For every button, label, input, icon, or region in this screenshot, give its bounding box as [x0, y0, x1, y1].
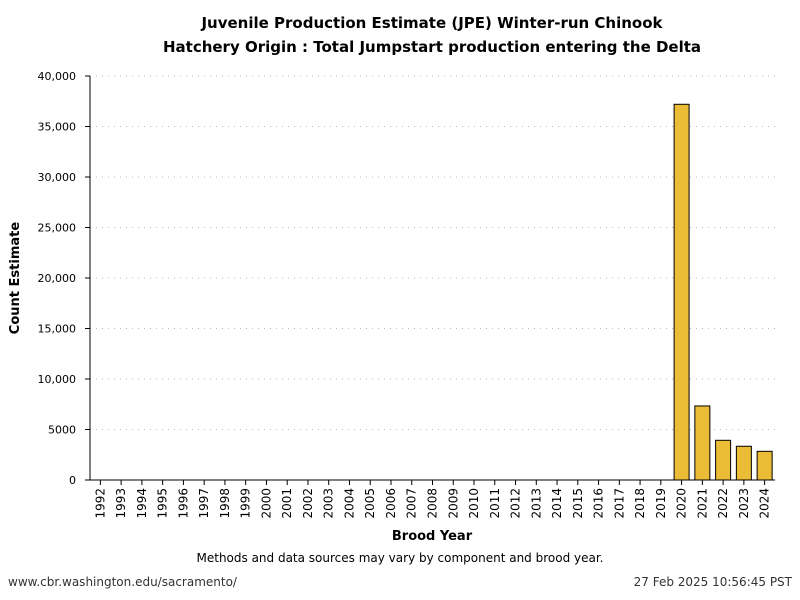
x-tick-label: 2020	[675, 488, 689, 519]
x-tick-label: 1994	[135, 488, 149, 519]
x-tick-label: 2018	[633, 488, 647, 519]
bar-2022	[715, 439, 732, 481]
footer-timestamp: 27 Feb 2025 10:56:45 PST	[633, 575, 792, 589]
bar-2021	[694, 405, 711, 481]
x-tick-label: 1998	[218, 488, 232, 519]
x-tick-label: 2011	[488, 488, 502, 519]
chart-subtitle: Hatchery Origin : Total Jumpstart produc…	[162, 38, 702, 56]
x-tick-label: 1999	[239, 488, 253, 519]
x-tick-label: 1996	[176, 488, 190, 519]
y-tick-label: 40,000	[38, 70, 77, 83]
x-tick-label: 2010	[467, 488, 481, 519]
x-tick-label: 2022	[716, 488, 730, 519]
y-tick-label: 30,000	[38, 171, 77, 184]
x-tick-label: 2014	[550, 488, 564, 519]
x-tick-label: 2002	[301, 488, 315, 519]
x-tick-label: 2017	[612, 488, 626, 519]
y-tick-label: 25,000	[38, 222, 77, 235]
x-tick-label: 2016	[592, 488, 606, 519]
y-tick-label: 20,000	[38, 272, 77, 285]
y-tick-label: 15,000	[38, 323, 77, 336]
x-tick-label: 2005	[363, 488, 377, 519]
x-tick-label: 2019	[654, 488, 668, 519]
y-tick-label: 35,000	[38, 121, 77, 134]
bar-2024	[756, 450, 773, 481]
x-axis-label: Brood Year	[392, 529, 473, 544]
x-tick-label: 1995	[156, 488, 170, 519]
footer-url[interactable]: www.cbr.washington.edu/sacramento/	[8, 575, 237, 589]
x-tick-label: 2003	[322, 488, 336, 519]
x-tick-label: 2008	[426, 488, 440, 519]
x-tick-label: 2015	[571, 488, 585, 519]
x-tick-label: 2021	[695, 488, 709, 519]
y-tick-label: 0	[69, 474, 76, 487]
y-tick-label: 10,000	[38, 373, 77, 386]
x-tick-label: 2007	[405, 488, 419, 519]
x-tick-label: 1993	[114, 488, 128, 519]
y-tick-label: 5000	[48, 424, 76, 437]
x-tick-label: 2000	[259, 488, 273, 519]
chart-note: Methods and data sources may vary by com…	[196, 551, 604, 565]
y-axis-label: Count Estimate	[8, 222, 23, 335]
chart-title: Juvenile Production Estimate (JPE) Winte…	[201, 14, 663, 32]
bar-2020	[673, 103, 690, 481]
bar-2023	[735, 445, 752, 481]
x-tick-label: 1992	[93, 488, 107, 519]
x-tick-label: 2001	[280, 488, 294, 519]
x-tick-label: 2009	[446, 488, 460, 519]
x-tick-label: 2023	[737, 488, 751, 519]
x-tick-label: 2013	[529, 488, 543, 519]
x-tick-label: 2006	[384, 488, 398, 519]
x-tick-label: 1997	[197, 488, 211, 519]
x-tick-label: 2012	[509, 488, 523, 519]
x-tick-label: 2004	[342, 488, 356, 519]
x-tick-label: 2024	[758, 488, 772, 519]
